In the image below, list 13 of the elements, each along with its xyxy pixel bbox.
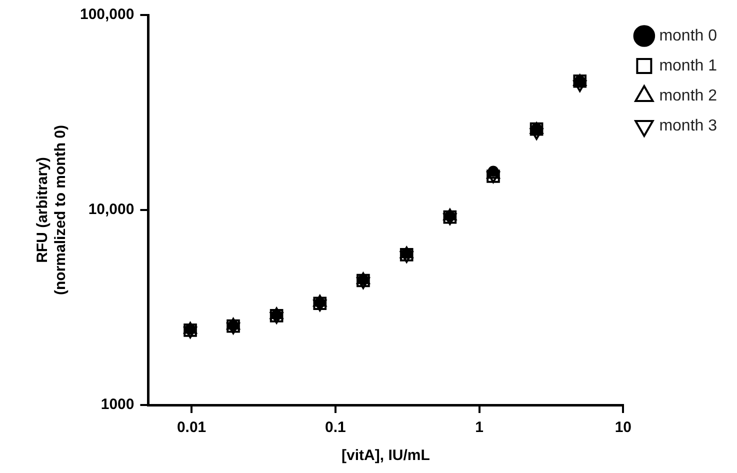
y-tick-label: 10,000 bbox=[88, 201, 134, 218]
x-tick-label: 0.1 bbox=[324, 419, 346, 436]
x-tick-label: 1 bbox=[475, 419, 484, 436]
x-tick-label: 10 bbox=[614, 419, 632, 436]
y-axis-title: RFU (arbitrary) (normalized to month 0) bbox=[34, 125, 70, 295]
x-tick-label: 0.01 bbox=[176, 419, 206, 436]
legend-label: month 0 bbox=[659, 27, 718, 44]
y-tick-label: 100,000 bbox=[80, 6, 134, 24]
legend-label: month 1 bbox=[659, 57, 718, 74]
legend-label: month 3 bbox=[659, 117, 718, 134]
legend-label: month 2 bbox=[659, 87, 718, 104]
y-tick-label: 1000 bbox=[100, 396, 134, 414]
x-axis-title: [vitA], IU/mL bbox=[342, 447, 430, 464]
